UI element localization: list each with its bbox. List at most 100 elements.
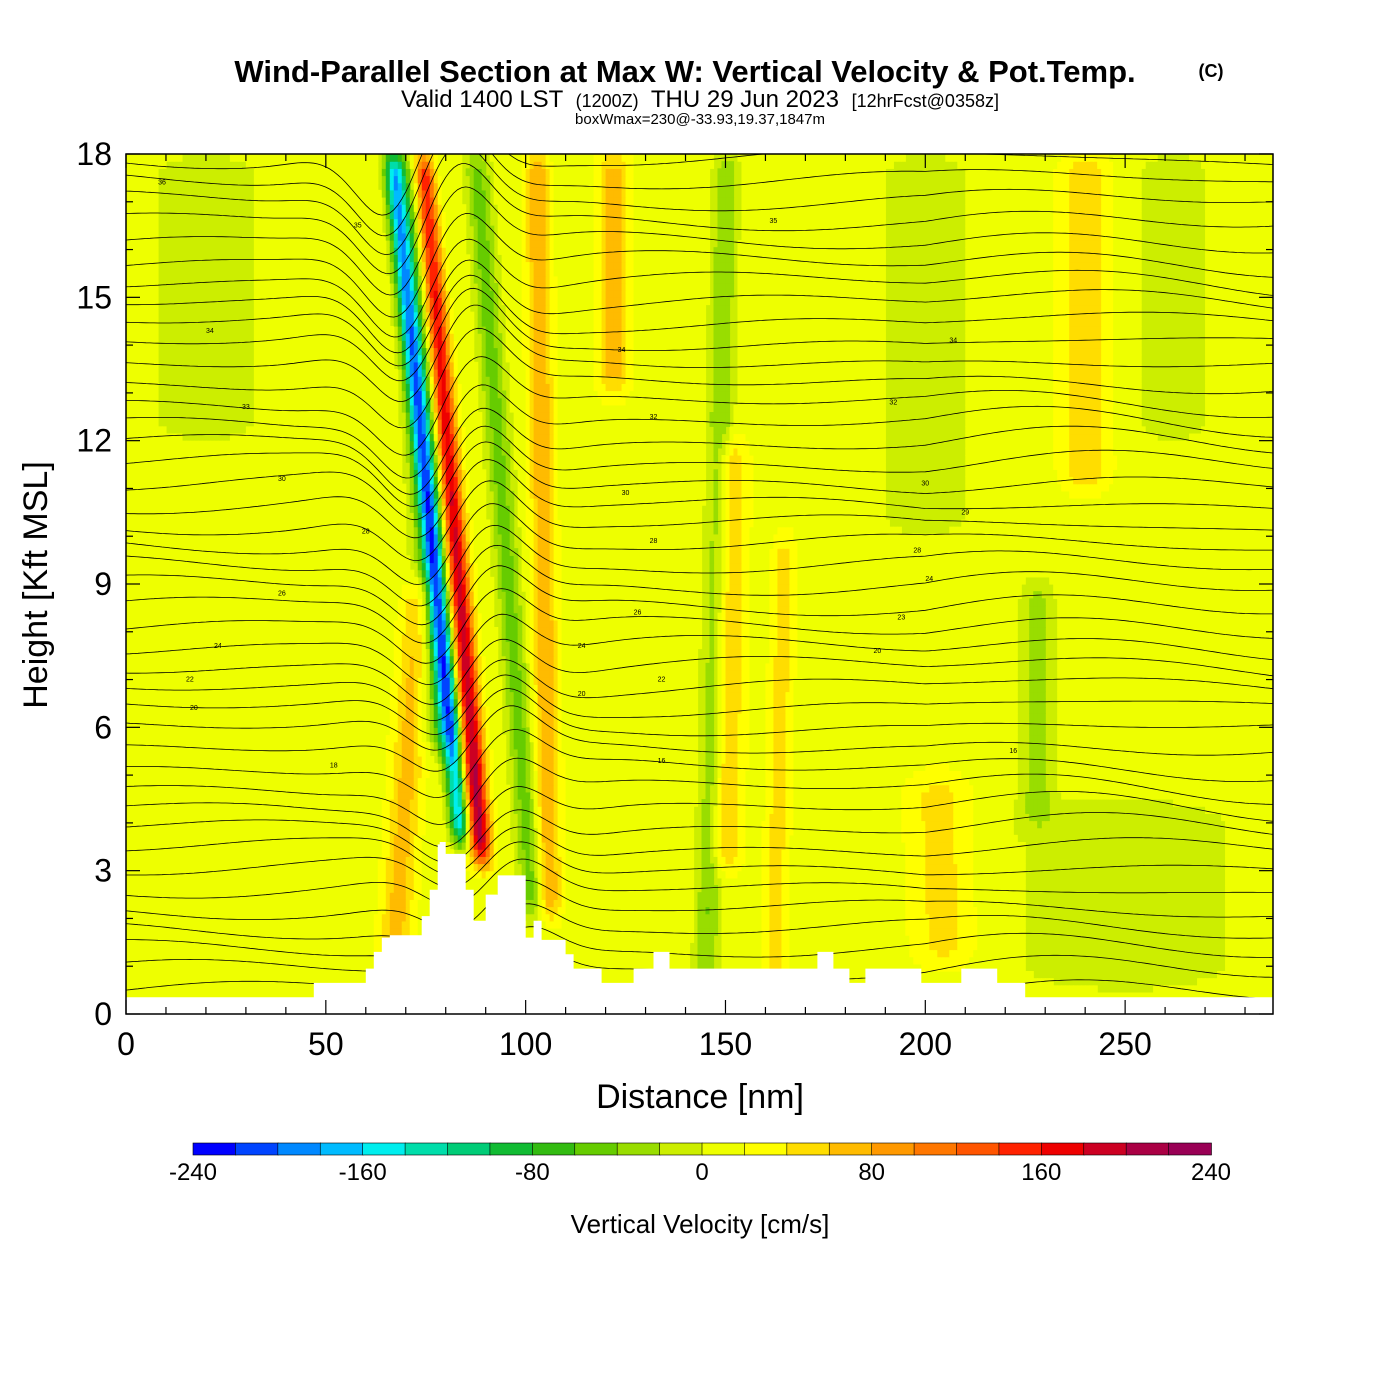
w-cell (1245, 956, 1250, 965)
w-cell (641, 949, 647, 958)
w-cell (377, 913, 383, 922)
w-cell (197, 949, 203, 958)
w-cell (1229, 942, 1234, 951)
w-cell (1049, 985, 1054, 994)
w-cell (169, 956, 175, 965)
w-cell (1249, 906, 1254, 915)
w-cell (893, 935, 898, 943)
w-cell (777, 870, 783, 879)
w-cell (817, 935, 822, 943)
w-cell (129, 978, 135, 986)
w-cell (725, 928, 731, 936)
w-cell (209, 913, 215, 922)
w-cell (305, 863, 311, 872)
w-cell (1269, 899, 1273, 908)
w-cell (665, 877, 671, 886)
w-cell (417, 863, 423, 872)
w-cell (1005, 906, 1010, 915)
w-cell (729, 870, 735, 879)
w-cell (201, 885, 207, 893)
w-cell (1229, 935, 1234, 943)
w-cell (413, 892, 419, 900)
w-cell (897, 949, 902, 958)
w-cell (1001, 892, 1006, 900)
w-cell (273, 942, 279, 951)
w-cell (1081, 985, 1086, 994)
w-cell (205, 978, 211, 986)
w-cell (285, 913, 291, 922)
w-cell (665, 920, 671, 929)
w-cell (705, 935, 711, 943)
w-cell (597, 885, 603, 893)
w-cell (933, 949, 938, 958)
w-cell (349, 899, 355, 908)
w-cell (369, 935, 375, 943)
w-cell (1229, 892, 1234, 900)
w-cell (729, 892, 735, 900)
w-cell (1253, 985, 1258, 994)
w-cell (233, 863, 239, 872)
w-cell (1229, 877, 1234, 886)
w-cell (601, 956, 607, 965)
w-cell (185, 906, 191, 915)
w-cell (161, 928, 167, 936)
w-cell (545, 863, 551, 872)
w-cell (1005, 956, 1010, 965)
w-cell (293, 870, 299, 879)
w-cell (937, 906, 942, 915)
w-cell (953, 956, 958, 965)
w-cell (245, 992, 251, 1001)
w-cell (1157, 985, 1162, 994)
w-cell (817, 885, 822, 893)
w-cell (877, 963, 882, 972)
w-cell (637, 885, 643, 893)
w-cell (369, 899, 375, 908)
w-cell (141, 906, 147, 915)
w-cell (805, 870, 811, 879)
w-cell (225, 877, 231, 886)
w-cell (629, 942, 635, 951)
w-cell (377, 892, 383, 900)
w-cell (749, 877, 755, 886)
w-cell (497, 863, 503, 872)
w-cell (509, 870, 515, 879)
w-cell (373, 885, 379, 893)
w-cell (785, 963, 791, 972)
w-cell (493, 863, 499, 872)
w-cell (857, 920, 862, 929)
w-cell (1065, 992, 1070, 1001)
w-cell (645, 935, 651, 943)
w-cell (341, 928, 347, 936)
w-cell (613, 942, 619, 951)
w-cell (241, 870, 247, 879)
w-cell (753, 870, 759, 879)
w-cell (181, 913, 187, 922)
w-cell (301, 920, 307, 929)
w-cell (321, 870, 327, 879)
w-cell (613, 863, 619, 872)
w-cell (257, 870, 263, 879)
w-cell (309, 949, 315, 958)
w-cell (1061, 985, 1066, 994)
w-cell (905, 928, 910, 936)
w-cell (941, 877, 946, 886)
w-cell (841, 963, 846, 972)
w-cell (1137, 992, 1142, 1001)
w-cell (1017, 928, 1022, 936)
w-cell (257, 877, 263, 886)
w-cell (129, 935, 135, 943)
w-cell (257, 863, 263, 872)
w-cell (225, 935, 231, 943)
w-cell (733, 949, 739, 958)
w-cell (549, 906, 555, 915)
w-cell (861, 913, 866, 922)
w-cell (345, 949, 351, 958)
w-cell (1201, 978, 1206, 986)
w-cell (565, 913, 571, 922)
w-cell (1045, 992, 1050, 1001)
w-cell (769, 892, 775, 900)
w-cell (677, 899, 683, 908)
w-cell (321, 885, 327, 893)
w-cell (773, 935, 779, 943)
w-cell (245, 949, 251, 958)
